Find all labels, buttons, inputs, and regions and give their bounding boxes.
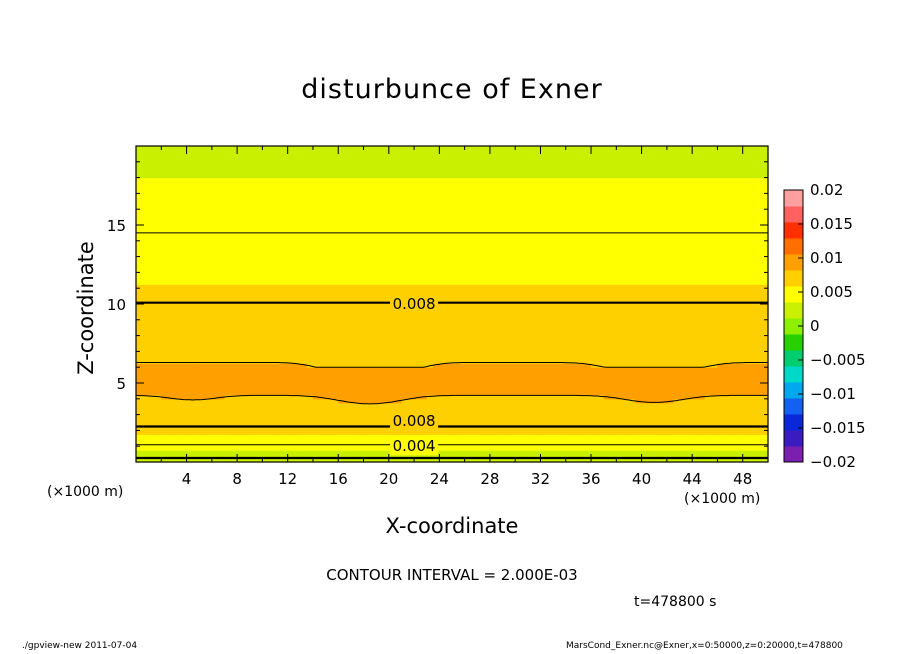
colorbar-swatch — [784, 366, 803, 383]
x-tick-label: 12 — [278, 470, 297, 488]
colorbar-label: −0.005 — [810, 351, 866, 369]
y-axis-label: Z-coordinate — [74, 241, 98, 375]
y-axis-unit: (×1000 m) — [47, 484, 124, 500]
colorbar-swatch — [784, 270, 803, 287]
contour-label-bg-0 — [390, 295, 439, 313]
y-tick-label: 15 — [107, 217, 126, 235]
colorbar-swatch — [784, 446, 803, 463]
chart-title: disturbunce of Exner — [301, 74, 603, 105]
colorbar-swatch — [784, 206, 803, 223]
colorbar-swatch — [784, 286, 803, 303]
x-tick-label: 32 — [531, 470, 550, 488]
contour-label-bg-2 — [390, 437, 439, 456]
x-tick-label: 28 — [480, 470, 499, 488]
colorbar-swatch — [784, 414, 803, 431]
x-tick-label: 40 — [632, 470, 651, 488]
y-tick-label: 5 — [116, 375, 126, 393]
colorbar-label: −0.02 — [810, 453, 856, 471]
colorbar-swatch — [784, 334, 803, 351]
colorbar-label: 0.02 — [810, 181, 843, 199]
colorbar-label: −0.015 — [810, 419, 866, 437]
contour-label-bg-1 — [390, 411, 439, 430]
x-tick-label: 4 — [182, 470, 192, 488]
x-tick-label: 20 — [379, 470, 398, 488]
colorbar-swatch — [784, 222, 803, 239]
footer-data-source: MarsCond_Exner.nc@Exner,x=0:50000,z=0:20… — [566, 641, 843, 651]
contour-label-0: 0.008 — [393, 295, 436, 313]
contour-line-3 — [135, 394, 768, 405]
x-tick-label: 48 — [733, 470, 752, 488]
x-axis-unit: (×1000 m) — [684, 491, 761, 507]
contour-label-2: 0.004 — [393, 437, 436, 455]
colorbar-label: −0.01 — [810, 385, 856, 403]
time-stamp: t=478800 s — [634, 594, 717, 610]
x-tick-label: 36 — [581, 470, 600, 488]
colorbar-swatch — [784, 254, 803, 271]
x-tick-label: 16 — [329, 470, 348, 488]
x-tick-label: 8 — [232, 470, 242, 488]
colorbar-label: 0.01 — [810, 249, 843, 267]
colorbar-swatch — [784, 430, 803, 447]
colorbar-label: 0 — [810, 317, 820, 335]
colorbar-swatch — [784, 382, 803, 399]
filled-contours — [136, 146, 769, 463]
contour-interval-text: CONTOUR INTERVAL = 2.000E-03 — [326, 566, 578, 584]
colorbar-swatch — [784, 318, 803, 335]
colorbar-swatch — [784, 238, 803, 255]
contour-line-4 — [136, 362, 768, 368]
x-tick-label: 24 — [430, 470, 449, 488]
colorbar-swatch — [784, 190, 803, 207]
x-tick-label: 44 — [683, 470, 702, 488]
colorbar-label: 0.015 — [810, 215, 853, 233]
colorbar-swatch — [784, 350, 803, 367]
colorbar-label: 0.005 — [810, 283, 853, 301]
x-axis-label: X-coordinate — [385, 514, 519, 538]
contour-label-1: 0.008 — [393, 412, 436, 430]
colorbar-swatch — [784, 398, 803, 415]
footer-program-date: ./gpview-new 2011-07-04 — [22, 641, 138, 651]
y-tick-label: 10 — [107, 296, 126, 314]
colorbar-swatch — [784, 302, 803, 319]
